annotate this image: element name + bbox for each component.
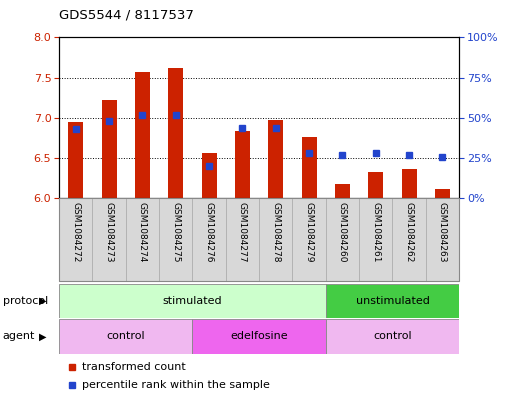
Text: GSM1084275: GSM1084275 [171,202,180,262]
Text: GDS5544 / 8117537: GDS5544 / 8117537 [59,9,194,22]
Bar [402,169,417,198]
Text: transformed count: transformed count [82,362,186,373]
Bar [326,319,459,354]
Bar [368,172,383,198]
Text: ▶: ▶ [39,331,46,342]
Bar [92,198,126,281]
Bar [426,198,459,281]
Text: GSM1084274: GSM1084274 [138,202,147,262]
Text: GSM1084261: GSM1084261 [371,202,380,262]
Bar [192,319,326,354]
Text: GSM1084279: GSM1084279 [305,202,313,262]
Bar [102,100,116,198]
Bar [235,131,250,198]
Bar [135,72,150,198]
Text: control: control [106,331,145,342]
Bar [435,189,450,198]
Text: unstimulated: unstimulated [356,296,429,306]
Bar [292,198,326,281]
Text: edelfosine: edelfosine [230,331,288,342]
Bar [259,198,292,281]
Bar [335,184,350,198]
Text: GSM1084260: GSM1084260 [338,202,347,262]
Text: GSM1084272: GSM1084272 [71,202,80,262]
Bar [392,198,426,281]
Bar [268,120,283,198]
Bar [59,284,326,318]
Bar [226,198,259,281]
Text: control: control [373,331,412,342]
Text: stimulated: stimulated [163,296,222,306]
Text: ▶: ▶ [39,296,46,306]
Text: GSM1084277: GSM1084277 [238,202,247,262]
Bar [302,137,317,198]
Bar [359,198,392,281]
Bar [126,198,159,281]
Bar [68,122,83,198]
Text: GSM1084273: GSM1084273 [105,202,113,262]
Bar [59,198,92,281]
Bar [202,152,216,198]
Text: protocol: protocol [3,296,48,306]
Bar [192,198,226,281]
Bar [59,319,192,354]
Bar [168,68,183,198]
Text: GSM1084276: GSM1084276 [205,202,213,262]
Bar [159,198,192,281]
Bar [326,198,359,281]
Text: percentile rank within the sample: percentile rank within the sample [82,380,270,390]
Text: GSM1084278: GSM1084278 [271,202,280,262]
Text: GSM1084262: GSM1084262 [405,202,413,262]
Bar [326,284,459,318]
Text: agent: agent [3,331,35,342]
Text: GSM1084263: GSM1084263 [438,202,447,262]
